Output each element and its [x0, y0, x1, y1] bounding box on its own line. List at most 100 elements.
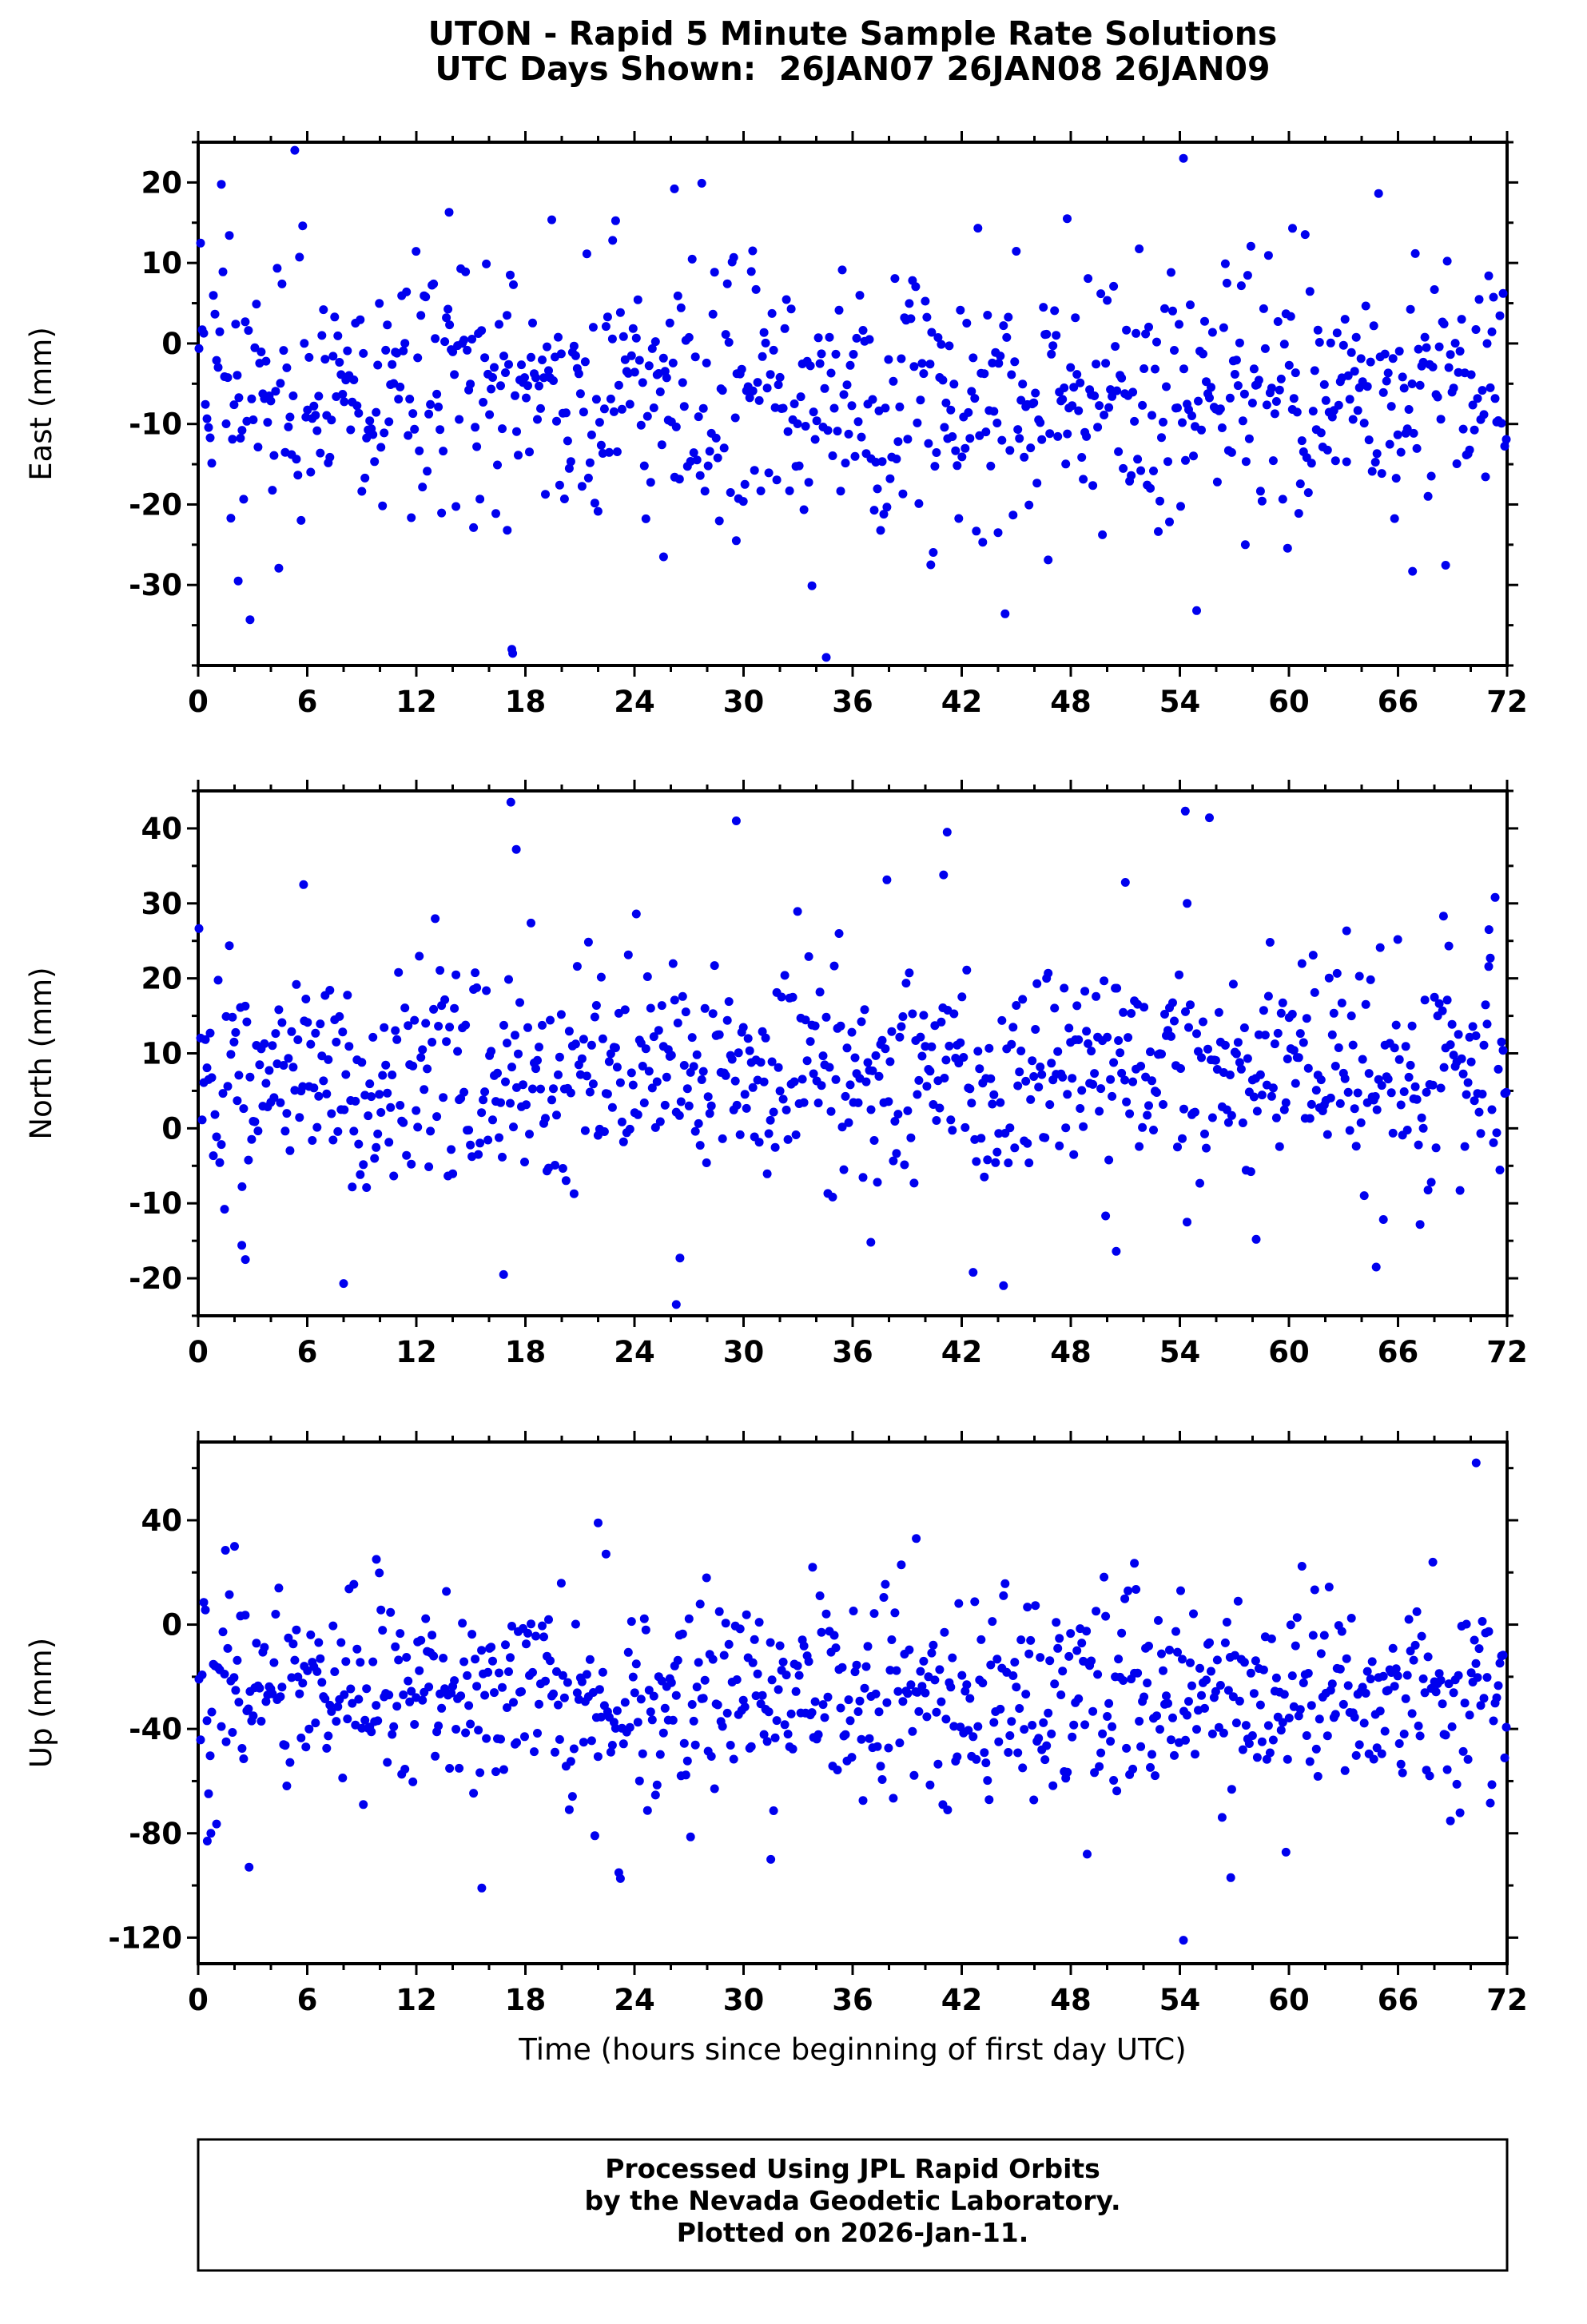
data-point — [499, 1765, 508, 1774]
data-point — [506, 270, 515, 280]
data-point — [525, 1130, 534, 1139]
outlier-point — [939, 870, 949, 880]
data-point — [407, 1686, 416, 1696]
data-point — [1431, 1687, 1441, 1697]
data-point — [1479, 1694, 1489, 1703]
data-point — [1074, 1694, 1084, 1703]
data-point — [1388, 1643, 1398, 1653]
data-point — [599, 404, 609, 414]
y-tick-label: 30 — [141, 887, 183, 921]
outlier-point — [1226, 1873, 1235, 1882]
data-point — [962, 1680, 972, 1690]
data-point — [1087, 1656, 1096, 1666]
data-point — [1414, 1721, 1423, 1730]
data-point — [858, 326, 868, 335]
y-tick-label: -10 — [129, 407, 182, 442]
data-point — [1231, 1049, 1241, 1059]
data-point — [794, 1670, 804, 1680]
data-point — [1068, 1732, 1077, 1742]
data-point — [989, 1718, 999, 1727]
data-point — [897, 354, 906, 363]
data-point — [887, 1635, 897, 1644]
data-point — [1382, 376, 1391, 386]
data-point — [244, 326, 253, 336]
data-point — [1484, 271, 1494, 280]
data-point — [1289, 1046, 1299, 1055]
data-point — [277, 279, 287, 288]
data-point — [229, 1673, 239, 1682]
data-point — [229, 1037, 239, 1047]
data-point — [1147, 411, 1156, 420]
data-point — [666, 1678, 676, 1687]
data-point — [884, 355, 893, 364]
data-point — [1418, 1123, 1428, 1133]
data-point — [813, 333, 823, 343]
data-point — [695, 1141, 705, 1150]
data-point — [1470, 1635, 1479, 1645]
data-point — [1409, 1655, 1418, 1665]
data-point — [732, 1675, 742, 1684]
data-point — [1144, 1641, 1153, 1651]
data-point — [969, 353, 978, 363]
data-point — [561, 408, 571, 418]
data-point — [1294, 1053, 1303, 1063]
data-point — [900, 1160, 909, 1170]
data-point — [405, 395, 415, 403]
data-point — [1124, 1033, 1133, 1043]
data-point — [978, 1678, 988, 1688]
data-point — [810, 435, 820, 444]
data-point — [354, 408, 364, 418]
data-point — [772, 1716, 782, 1726]
outlier-point — [1063, 214, 1072, 224]
data-point — [434, 1022, 443, 1031]
data-point — [890, 1608, 900, 1618]
data-point — [1028, 1721, 1037, 1730]
data-point — [1364, 435, 1374, 445]
data-point — [1015, 434, 1024, 443]
data-point — [646, 1707, 655, 1717]
data-point — [511, 1031, 519, 1040]
data-point — [1438, 1699, 1447, 1709]
data-point — [662, 1072, 671, 1082]
data-point — [1179, 364, 1188, 374]
data-point — [754, 395, 764, 405]
data-point — [841, 1730, 850, 1739]
data-point — [746, 1742, 756, 1751]
data-point — [1396, 447, 1406, 457]
data-point — [603, 312, 612, 322]
data-point — [1487, 327, 1497, 336]
data-point — [410, 1720, 420, 1729]
data-point — [261, 356, 271, 366]
data-point — [1407, 1709, 1417, 1718]
data-point — [282, 363, 292, 372]
data-point — [1422, 1087, 1431, 1097]
data-point — [786, 1709, 796, 1718]
data-point — [1191, 422, 1199, 431]
data-point — [742, 1610, 751, 1619]
data-point — [242, 1017, 252, 1027]
data-point — [1414, 1140, 1423, 1150]
data-point — [994, 1129, 1004, 1138]
footer-line-1: Processed Using JPL Rapid Orbits — [605, 2153, 1100, 2184]
data-point — [1127, 471, 1136, 480]
data-point — [1489, 1138, 1498, 1147]
data-point — [957, 992, 967, 1002]
data-point — [818, 1700, 828, 1710]
data-point — [1291, 1079, 1300, 1088]
data-point — [1439, 1063, 1449, 1072]
data-point — [782, 1105, 791, 1114]
data-point — [769, 1107, 778, 1117]
data-point — [1273, 317, 1283, 326]
data-point — [702, 358, 711, 367]
data-point — [750, 1635, 759, 1644]
data-point — [753, 378, 762, 387]
data-point — [471, 968, 480, 978]
data-point — [940, 1627, 949, 1637]
data-point — [994, 1737, 1004, 1746]
data-point — [1367, 467, 1377, 476]
data-point — [986, 461, 996, 471]
data-point — [1243, 271, 1252, 280]
data-point — [1183, 1710, 1191, 1720]
outlier-point — [339, 1279, 348, 1289]
data-point — [1191, 1107, 1199, 1117]
